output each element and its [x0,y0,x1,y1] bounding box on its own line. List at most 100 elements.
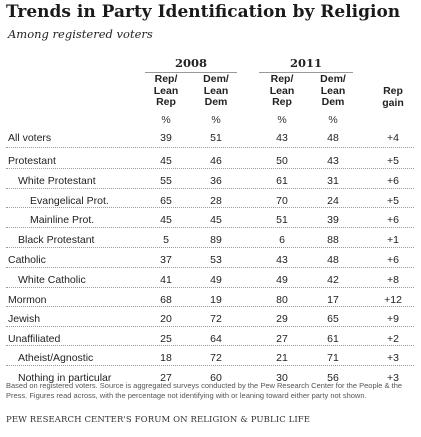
row-label: Unaffiliated [8,333,61,345]
table-cell-gain: +2 [387,333,399,345]
table-cell-rep2008: 5 [163,234,169,246]
table-cell-rep2011: 30 [276,372,288,384]
table-cell-dem2008: 60 [210,372,222,384]
col-header-line: Lean [269,84,295,97]
table-cell-rep2008: 68 [160,294,172,306]
table-cell-dem2008: 19 [210,294,222,306]
table-cell-dem2008: 45 [210,214,222,226]
table-cell-dem2011: 39 [327,214,339,226]
table-cell-dem2011: 65 [327,313,339,325]
table-cell-rep2011: 61 [276,175,288,187]
table-cell-dem2008: 49 [210,274,222,286]
col-header-dem-2011: Dem/ Lean Dem [303,73,363,109]
table-cell-gain: +6 [387,214,399,226]
table-cell-dem2008: 46 [210,155,222,167]
table-cell-rep2008: 25 [160,333,172,345]
row-label: Jewish [8,313,41,325]
table-cell-rep2011: 6 [279,234,285,246]
row-divider [6,287,414,288]
table-cell-rep2008: 45 [160,214,172,226]
table-cell-rep2011: 21 [276,352,288,364]
col-header-rep-gain: Rep gain [363,85,421,109]
col-header-rep-2008: Rep/ Lean Rep [136,73,196,109]
table-cell-rep2011: 80 [276,294,288,306]
row-label: White Protestant [18,175,96,187]
table-cell-rep2011: 51 [276,214,288,226]
table-cell-dem2011: 61 [327,333,339,345]
table-cell-gain: +6 [387,254,399,266]
table-cell-rep2011: 50 [276,155,288,167]
page-title: Trends in Party Identification by Religi… [6,2,401,22]
percent-label: % [277,114,287,126]
table-cell-gain: +3 [387,352,399,364]
row-label: Protestant [8,155,56,167]
col-header-line: Dem/ [320,73,346,85]
table-cell-dem2008: 72 [210,352,222,364]
row-divider [6,168,414,169]
source-credit: PEW RESEARCH CENTER'S FORUM ON RELIGION … [6,415,311,425]
row-label: White Catholic [18,274,86,286]
col-header-line: gain [382,96,404,109]
table-cell-dem2008: 36 [210,175,222,187]
year-underline-2011 [259,72,353,73]
row-label: Catholic [8,254,46,266]
table-cell-dem2011: 56 [327,372,339,384]
row-divider [6,365,414,366]
table-cell-rep2011: 43 [276,254,288,266]
row-label: Black Protestant [18,234,95,246]
table-cell-gain: +3 [387,372,399,384]
table-cell-rep2008: 41 [160,274,172,286]
year-underline-2008 [145,72,237,73]
col-header-line: Dem [204,96,228,108]
table-cell-gain: +9 [387,313,399,325]
table-cell-gain: +5 [387,195,399,207]
page-subtitle: Among registered voters [8,27,153,41]
table-cell-rep2008: 27 [160,372,172,384]
table-cell-dem2011: 42 [327,274,339,286]
table-cell-rep2008: 37 [160,254,172,266]
table-cell-gain: +12 [384,294,402,306]
col-header-line: Dem [321,96,345,108]
footnote: Based on registered voters. Source is ag… [6,381,403,400]
col-header-line: Rep/ [270,73,294,85]
table-cell-dem2011: 71 [327,352,339,364]
col-header-line: Lean [320,84,346,97]
table-cell-dem2011: 24 [327,195,339,207]
table-cell-dem2011: 17 [327,294,339,306]
col-header-line: Rep/ [154,73,178,85]
col-header-dem-2008: Dem/ Lean Dem [186,73,246,109]
row-label: Nothing in particular [18,372,112,384]
table-cell-rep2008: 20 [160,313,172,325]
table-cell-gain: +1 [387,234,399,246]
table-cell-rep2008: 18 [160,352,172,364]
col-header-line: Rep [272,96,292,108]
year-header-2008: 2008 [174,56,207,70]
table-cell-dem2011: 48 [327,254,339,266]
table-cell-dem2008: 72 [210,313,222,325]
table-cell-rep2011: 43 [276,132,288,144]
row-divider [6,227,414,228]
table-cell-gain: +8 [387,274,399,286]
col-header-line: Rep [383,85,403,97]
table-cell-gain: +4 [387,132,399,144]
table-cell-gain: +5 [387,155,399,167]
percent-label: % [211,114,221,126]
row-divider [6,147,414,148]
table-cell-dem2011: 43 [327,155,339,167]
row-divider [6,345,414,346]
table-cell-gain: +6 [387,175,399,187]
row-label: Mormon [8,294,47,306]
table-cell-rep2008: 45 [160,155,172,167]
year-header-2011: 2011 [289,56,322,70]
table-cell-rep2008: 39 [160,132,172,144]
col-header-line: Dem/ [203,73,229,85]
row-divider [6,326,414,327]
percent-label: % [161,114,171,126]
row-divider [6,306,414,307]
row-label: Atheist/Agnostic [18,352,94,364]
row-label: Evangelical Prot. [30,195,109,207]
table-cell-dem2008: 64 [210,333,222,345]
table-cell-rep2008: 55 [160,175,172,187]
table-cell-dem2008: 53 [210,254,222,266]
row-divider [6,188,414,189]
